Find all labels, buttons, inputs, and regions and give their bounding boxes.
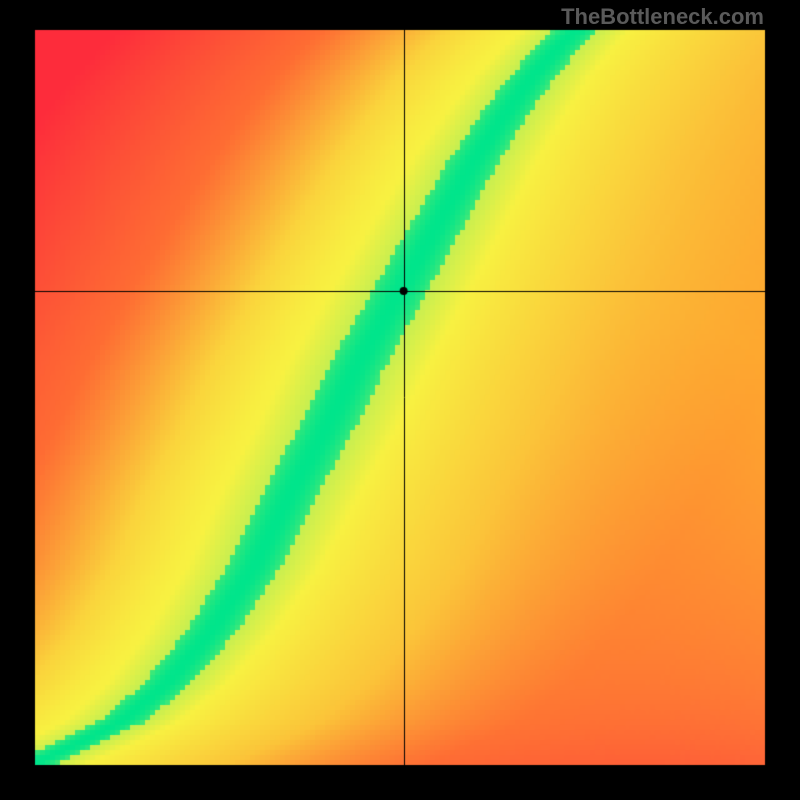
bottleneck-heatmap-canvas [0, 0, 800, 800]
watermark-text: TheBottleneck.com [561, 4, 764, 30]
chart-container: TheBottleneck.com [0, 0, 800, 800]
